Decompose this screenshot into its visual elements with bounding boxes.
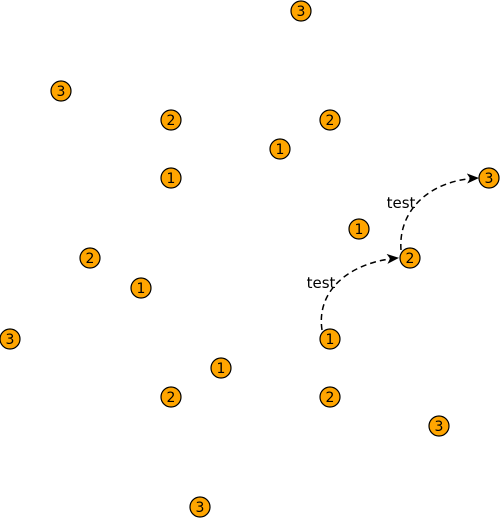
node-6[interactable]: 3 xyxy=(478,167,500,189)
node-circle xyxy=(210,357,232,379)
node-8[interactable]: 2 xyxy=(79,247,101,269)
edge-label: test xyxy=(307,274,336,292)
node-label: 1 xyxy=(217,361,226,377)
node-circle xyxy=(319,109,341,131)
edge-line xyxy=(400,173,479,251)
node-label: 3 xyxy=(196,500,205,516)
node-16[interactable]: 3 xyxy=(428,415,450,437)
node-label: 1 xyxy=(137,281,146,297)
node-circle xyxy=(50,80,72,102)
edge-label: test xyxy=(387,194,416,212)
node-label: 1 xyxy=(167,171,176,187)
node-circle xyxy=(160,167,182,189)
node-label: 2 xyxy=(326,113,335,129)
node-circle xyxy=(319,386,341,408)
node-label: 2 xyxy=(86,251,95,267)
node-circle xyxy=(0,328,21,350)
node-label: 1 xyxy=(326,332,335,348)
node-1[interactable]: 3 xyxy=(50,80,72,102)
node-label: 2 xyxy=(326,390,335,406)
node-circle xyxy=(290,0,312,22)
edge-9-to-6: test xyxy=(387,173,479,251)
node-10[interactable]: 1 xyxy=(130,277,152,299)
node-14[interactable]: 2 xyxy=(160,386,182,408)
node-label: 1 xyxy=(276,142,285,158)
node-circle xyxy=(428,415,450,437)
edges-layer: test test xyxy=(307,173,479,331)
node-circle xyxy=(478,167,500,189)
node-13[interactable]: 1 xyxy=(210,357,232,379)
node-circle xyxy=(319,328,341,350)
node-label: 2 xyxy=(167,113,176,129)
node-circle xyxy=(189,496,211,518)
node-label: 3 xyxy=(485,171,494,187)
node-0[interactable]: 3 xyxy=(290,0,312,22)
node-label: 3 xyxy=(57,84,66,100)
node-label: 2 xyxy=(167,390,176,406)
node-label: 3 xyxy=(297,4,306,20)
node-label: 3 xyxy=(435,419,444,435)
node-17[interactable]: 3 xyxy=(189,496,211,518)
node-circle xyxy=(160,386,182,408)
node-11[interactable]: 3 xyxy=(0,328,21,350)
node-7[interactable]: 1 xyxy=(348,218,370,240)
node-circle xyxy=(79,247,101,269)
edge-12-to-9: test xyxy=(307,253,399,331)
node-circle xyxy=(348,218,370,240)
node-12[interactable]: 1 xyxy=(319,328,341,350)
node-label: 3 xyxy=(6,332,15,348)
node-label: 1 xyxy=(355,222,364,238)
node-circle xyxy=(399,247,421,269)
node-4[interactable]: 1 xyxy=(269,138,291,160)
node-label: 2 xyxy=(406,251,415,267)
node-5[interactable]: 1 xyxy=(160,167,182,189)
node-circle xyxy=(130,277,152,299)
node-circle xyxy=(269,138,291,160)
node-15[interactable]: 2 xyxy=(319,386,341,408)
node-2[interactable]: 2 xyxy=(160,109,182,131)
edge-line xyxy=(320,253,399,331)
node-3[interactable]: 2 xyxy=(319,109,341,131)
node-circle xyxy=(160,109,182,131)
node-9[interactable]: 2 xyxy=(399,247,421,269)
